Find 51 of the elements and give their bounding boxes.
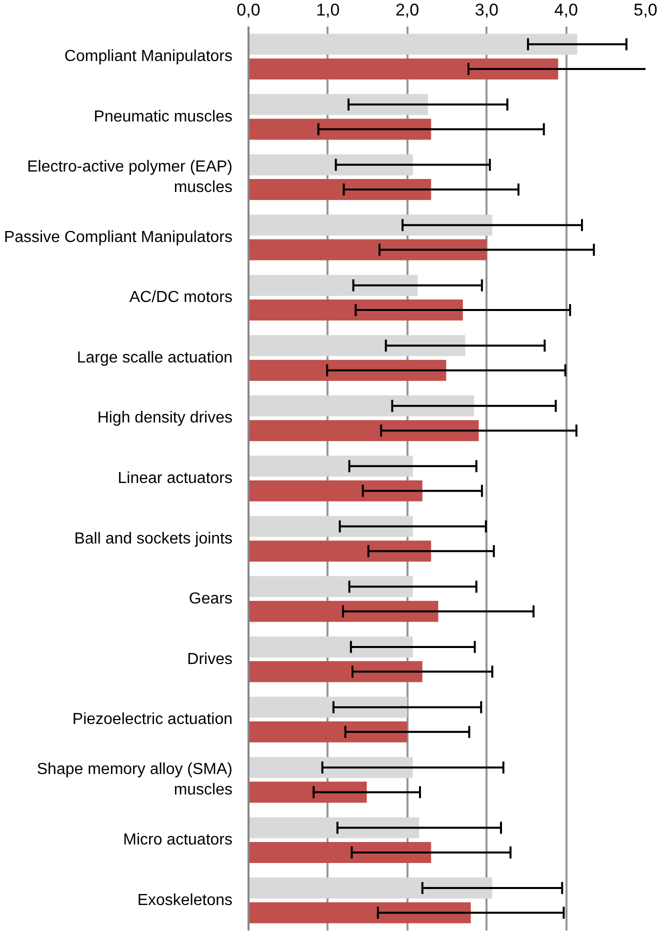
bar: [248, 395, 474, 416]
y-tick-label: AC/DC motors: [129, 289, 232, 306]
y-tick-label: Drives: [187, 650, 233, 668]
bar: [248, 817, 420, 838]
y-tick-label: Gears: [188, 590, 233, 608]
bar: [248, 214, 492, 236]
bar: [248, 154, 413, 176]
bar: [248, 842, 432, 863]
bar: [248, 878, 492, 899]
bar: [248, 456, 413, 477]
bar: [248, 300, 463, 321]
y-tick-label: High density drives: [97, 410, 232, 427]
y-tick-label: Linear actuators: [118, 470, 232, 487]
bar: [248, 420, 479, 442]
bar: [248, 239, 487, 260]
y-tick-label: Electro-active polymer (EAP) muscles: [27, 158, 233, 196]
bar: [248, 58, 558, 80]
y-tick-label: Passive Compliant Manipulators: [4, 228, 232, 246]
y-tick-label: Ball and sockets joints: [74, 530, 233, 548]
bar: [248, 335, 466, 356]
bar: [248, 782, 367, 803]
bar: [248, 540, 432, 562]
bar: [248, 600, 438, 622]
x-tick-label: 1,0: [316, 0, 340, 20]
bar: [248, 516, 413, 537]
y-tick-label: Compliant Manipulators: [64, 48, 232, 66]
bar: [248, 274, 418, 296]
bar: [248, 756, 413, 778]
bar: [248, 34, 578, 55]
bar: [248, 94, 428, 116]
bar: [248, 636, 413, 658]
x-tick-label: 3,0: [474, 0, 499, 20]
y-tick-label: Large scalle actuation: [76, 349, 232, 366]
y-tick-label: Shape memory alloy (SMA) muscles: [36, 761, 233, 799]
y-tick-label: Exoskeletons: [137, 892, 233, 909]
x-tick-label: 5,0: [634, 0, 658, 20]
bar: [248, 902, 471, 924]
bar: [248, 480, 422, 502]
bar: [248, 696, 408, 718]
bar: [248, 360, 446, 381]
bar: [248, 661, 422, 682]
x-tick-label: 2,0: [395, 0, 420, 20]
bar: [248, 576, 413, 598]
x-tick-label: 4,0: [554, 0, 578, 20]
x-tick-label: 0,0: [236, 0, 260, 20]
bar: [248, 118, 432, 140]
y-tick-label: Pneumatic muscles: [94, 108, 232, 126]
y-tick-label: Piezoelectric actuation: [72, 711, 233, 728]
y-tick-label: Micro actuators: [123, 832, 233, 849]
bar: [248, 721, 408, 742]
bar: [248, 179, 432, 200]
